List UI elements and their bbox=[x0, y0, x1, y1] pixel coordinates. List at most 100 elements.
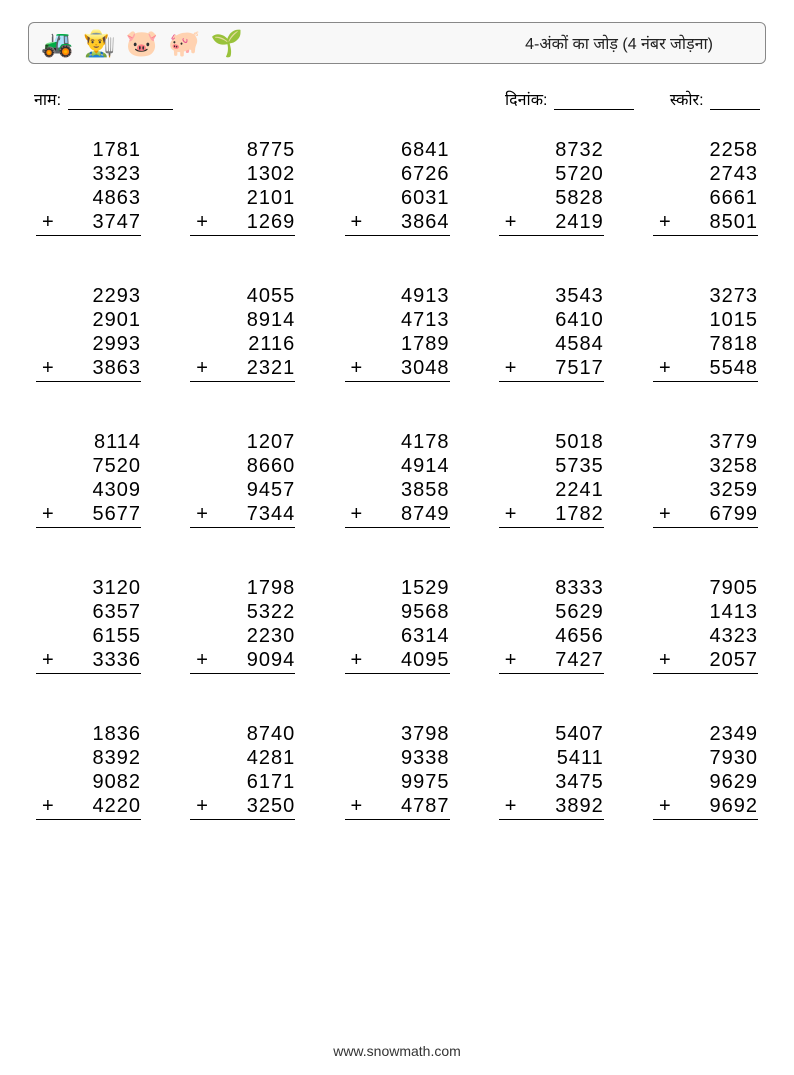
plus-icon: + bbox=[499, 210, 518, 234]
addend-line: +3864 bbox=[345, 210, 450, 236]
header-box: 🚜 👨‍🌾 🐷 🐖 🌱 4-अंकों का जोड़ (4 नंबर जोड़… bbox=[28, 22, 766, 64]
piglet-icon: 🐖 bbox=[168, 30, 200, 56]
addend-line: +3892 bbox=[499, 794, 604, 820]
name-blank bbox=[68, 109, 173, 110]
operand-line: 8114 bbox=[36, 430, 141, 454]
plus-icon: + bbox=[190, 648, 209, 672]
addend-value: 3336 bbox=[93, 649, 142, 671]
problem: 874042816171+3250 bbox=[190, 722, 295, 820]
operand-line: 2101 bbox=[190, 186, 295, 210]
problem: 312063576155+3336 bbox=[36, 576, 141, 674]
operand-line: 2349 bbox=[653, 722, 758, 746]
info-row: नाम: दिनांक: स्कोर: bbox=[34, 88, 760, 110]
addend-line: +3048 bbox=[345, 356, 450, 382]
addend-value: 5548 bbox=[710, 357, 759, 379]
operand-line: 3779 bbox=[653, 430, 758, 454]
plus-icon: + bbox=[36, 648, 55, 672]
operand-line: 5407 bbox=[499, 722, 604, 746]
problem: 811475204309+5677 bbox=[36, 430, 141, 528]
operand-line: 3858 bbox=[345, 478, 450, 502]
problems-row: 811475204309+5677120786609457+7344417849… bbox=[36, 430, 758, 528]
addend-value: 3747 bbox=[93, 211, 142, 233]
operand-line: 5322 bbox=[190, 600, 295, 624]
addend-line: +9692 bbox=[653, 794, 758, 820]
plus-icon: + bbox=[345, 502, 364, 526]
pig-icon: 🐷 bbox=[126, 30, 158, 56]
problem: 501857352241+1782 bbox=[499, 430, 604, 528]
plus-icon: + bbox=[499, 356, 518, 380]
farmer-icon: 👨‍🌾 bbox=[83, 30, 115, 56]
sprout-icon: 🌱 bbox=[211, 30, 243, 56]
operand-line: 1798 bbox=[190, 576, 295, 600]
operand-line: 5411 bbox=[499, 746, 604, 770]
problems-row: 178133234863+3747877513022101+1269684167… bbox=[36, 138, 758, 236]
addend-value: 2057 bbox=[710, 649, 759, 671]
plus-icon: + bbox=[653, 210, 672, 234]
operand-line: 6841 bbox=[345, 138, 450, 162]
addend-value: 9094 bbox=[247, 649, 296, 671]
plus-icon: + bbox=[345, 648, 364, 672]
plus-icon: + bbox=[345, 210, 364, 234]
problem: 234979309629+9692 bbox=[653, 722, 758, 820]
operand-line: 2993 bbox=[36, 332, 141, 356]
operand-line: 1015 bbox=[653, 308, 758, 332]
operand-line: 3543 bbox=[499, 284, 604, 308]
operand-line: 8732 bbox=[499, 138, 604, 162]
operand-line: 6031 bbox=[345, 186, 450, 210]
addend-value: 7517 bbox=[555, 357, 604, 379]
footer: www.snowmath.com bbox=[0, 1043, 794, 1059]
operand-line: 4281 bbox=[190, 746, 295, 770]
problem: 417849143858+8749 bbox=[345, 430, 450, 528]
operand-line: 5735 bbox=[499, 454, 604, 478]
operand-line: 7520 bbox=[36, 454, 141, 478]
operand-line: 9082 bbox=[36, 770, 141, 794]
operand-line: 7818 bbox=[653, 332, 758, 356]
operand-line: 8660 bbox=[190, 454, 295, 478]
score-field: स्कोर: bbox=[670, 88, 760, 110]
operand-line: 1781 bbox=[36, 138, 141, 162]
operand-line: 9629 bbox=[653, 770, 758, 794]
plus-icon: + bbox=[345, 356, 364, 380]
addend-line: +2321 bbox=[190, 356, 295, 382]
plus-icon: + bbox=[653, 502, 672, 526]
addend-value: 3048 bbox=[401, 357, 450, 379]
operand-line: 8740 bbox=[190, 722, 295, 746]
problem: 178133234863+3747 bbox=[36, 138, 141, 236]
operand-line: 5828 bbox=[499, 186, 604, 210]
operand-line: 3798 bbox=[345, 722, 450, 746]
addend-line: +4095 bbox=[345, 648, 450, 674]
addend-value: 9692 bbox=[710, 795, 759, 817]
operand-line: 4178 bbox=[345, 430, 450, 454]
problem: 152995686314+4095 bbox=[345, 576, 450, 674]
plus-icon: + bbox=[190, 794, 209, 818]
plus-icon: + bbox=[36, 794, 55, 818]
operand-line: 2258 bbox=[653, 138, 758, 162]
plus-icon: + bbox=[36, 356, 55, 380]
addend-line: +2419 bbox=[499, 210, 604, 236]
problems-row: 229329012993+3863405589142116+2321491347… bbox=[36, 284, 758, 382]
operand-line: 4863 bbox=[36, 186, 141, 210]
problem: 877513022101+1269 bbox=[190, 138, 295, 236]
name-field: नाम: bbox=[34, 88, 173, 110]
operand-line: 3258 bbox=[653, 454, 758, 478]
operand-line: 8392 bbox=[36, 746, 141, 770]
operand-line: 7930 bbox=[653, 746, 758, 770]
operand-line: 8333 bbox=[499, 576, 604, 600]
operand-line: 4713 bbox=[345, 308, 450, 332]
plus-icon: + bbox=[345, 794, 364, 818]
problem: 405589142116+2321 bbox=[190, 284, 295, 382]
plus-icon: + bbox=[653, 648, 672, 672]
plus-icon: + bbox=[190, 356, 209, 380]
addend-line: +3336 bbox=[36, 648, 141, 674]
footer-text: www.snowmath.com bbox=[333, 1043, 461, 1059]
operand-line: 4656 bbox=[499, 624, 604, 648]
addend-value: 8749 bbox=[401, 503, 450, 525]
addend-value: 6799 bbox=[710, 503, 759, 525]
addend-line: +5548 bbox=[653, 356, 758, 382]
problem: 377932583259+6799 bbox=[653, 430, 758, 528]
addend-line: +4220 bbox=[36, 794, 141, 820]
name-label: नाम: bbox=[34, 92, 61, 109]
addend-line: +6799 bbox=[653, 502, 758, 528]
problem: 225827436661+8501 bbox=[653, 138, 758, 236]
operand-line: 1789 bbox=[345, 332, 450, 356]
